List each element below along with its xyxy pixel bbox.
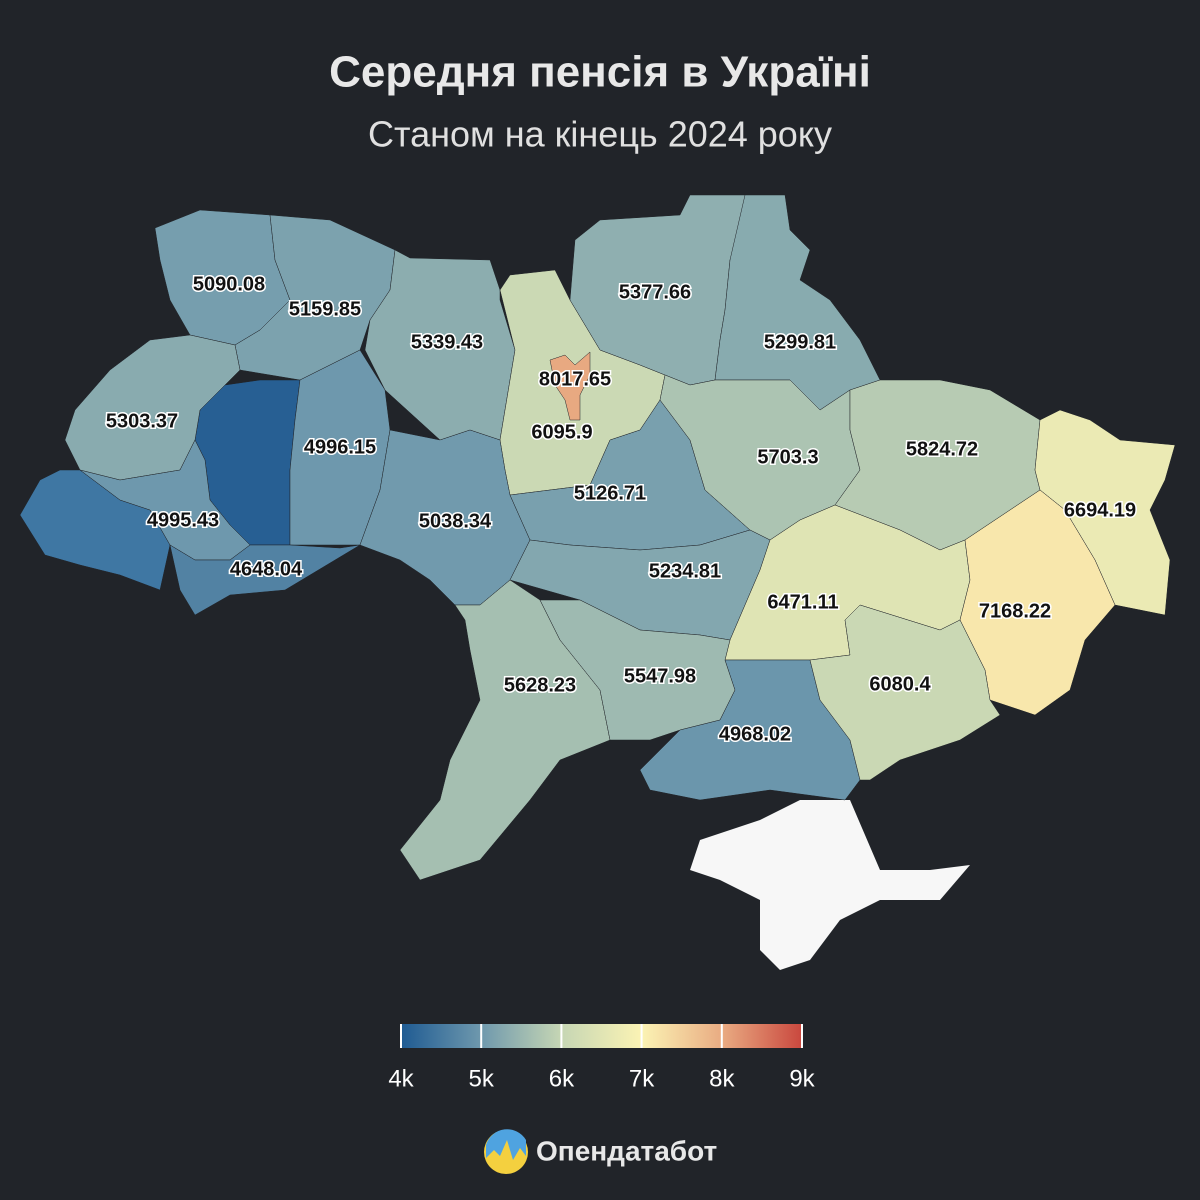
value-label: 5628.23: [504, 674, 576, 696]
value-label: 4648.04: [230, 558, 303, 580]
title: Середня пенсія в Україні: [329, 48, 871, 97]
map: [19, 194, 1176, 970]
colorbar-tick-label: 8k: [709, 1065, 735, 1092]
value-label: 4995.43: [147, 509, 219, 531]
value-label: 5234.81: [649, 560, 721, 582]
value-label: 6080.4: [869, 673, 931, 695]
region: [399, 579, 611, 881]
region: [549, 351, 591, 421]
value-label: 5038.34: [419, 510, 492, 532]
colorbar-tick-label: 4k: [388, 1065, 414, 1092]
value-label: 5126.71: [574, 482, 646, 504]
value-label: 7168.22: [979, 600, 1051, 622]
subtitle: Станом на кінець 2024 року: [368, 114, 832, 155]
value-label: 5824.72: [906, 438, 978, 460]
region: [809, 604, 1001, 781]
value-label: 6471.11: [767, 591, 838, 613]
colorbar-tick-label: 5k: [469, 1065, 495, 1092]
value-label: 8017.65: [539, 368, 611, 390]
value-label: 5299.81: [764, 331, 836, 353]
value-label: 4996.15: [304, 436, 376, 458]
colorbar: [400, 1024, 803, 1048]
value-label: 5090.08: [193, 273, 265, 295]
value-label: 4968.02: [719, 723, 791, 745]
value-label: 5159.85: [289, 298, 361, 320]
region: [714, 194, 881, 411]
value-label: 6694.19: [1064, 499, 1136, 521]
value-label: 5703.3: [757, 446, 818, 468]
value-label: 6095.9: [531, 421, 592, 443]
value-label: 5303.37: [106, 410, 178, 432]
region: [79, 439, 251, 561]
value-label: 5547.98: [624, 665, 696, 687]
colorbar-tick-label: 7k: [629, 1065, 655, 1092]
value-label: 5377.66: [619, 281, 691, 303]
value-label: 5339.43: [411, 331, 483, 353]
colorbar-tick-label: 6k: [549, 1065, 575, 1092]
crimea: [690, 800, 970, 970]
brand-logo: [484, 1129, 528, 1174]
region: [169, 544, 361, 616]
region: [639, 659, 861, 801]
brand: Опендатабот: [536, 1135, 717, 1166]
colorbar-tick-label: 9k: [789, 1065, 815, 1092]
